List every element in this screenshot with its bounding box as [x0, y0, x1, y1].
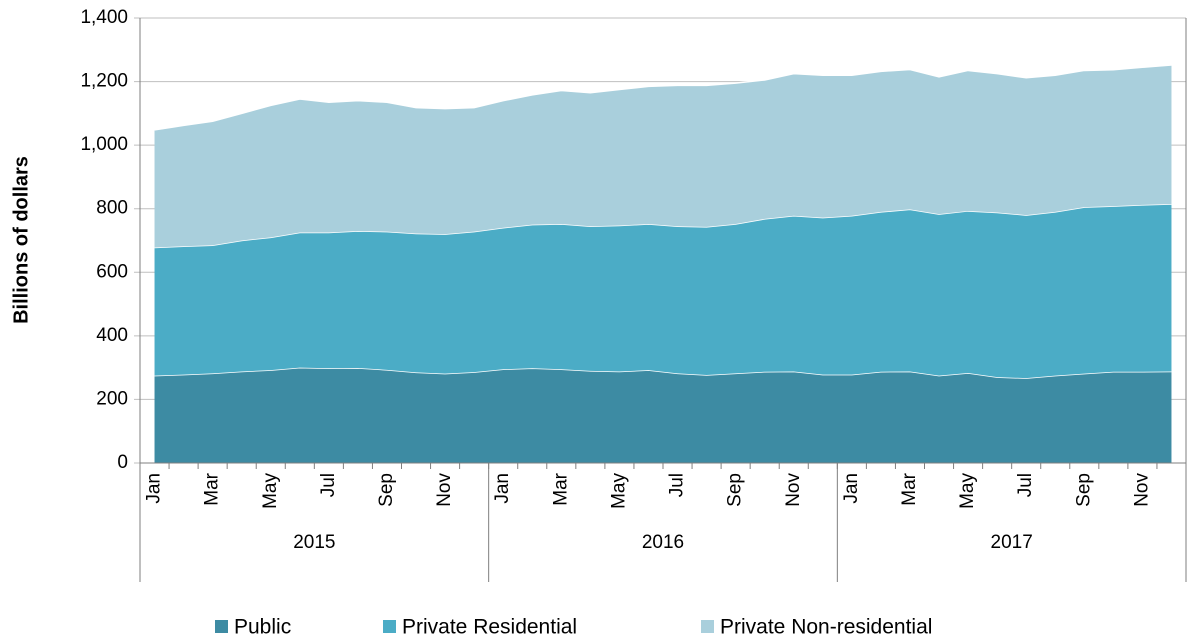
x-tick-label: Nov [1131, 473, 1152, 507]
x-tick-label: Nov [434, 473, 455, 507]
area [154, 367, 1172, 463]
y-tick-label: 600 [96, 261, 128, 282]
x-tick-label: Jan [492, 473, 513, 504]
legend-label: Private Residential [402, 616, 577, 639]
y-tick-label: 800 [96, 198, 128, 219]
area [154, 203, 1172, 379]
legend-swatch [215, 620, 228, 633]
legend-swatch [701, 620, 714, 633]
y-tick-label: 400 [96, 325, 128, 346]
legend-swatch [383, 620, 396, 633]
x-tick-label: Mar [550, 472, 571, 505]
area [154, 65, 1172, 248]
legend-label: Private Non-residential [720, 616, 932, 639]
y-tick-label: 0 [117, 452, 128, 473]
x-tick-label: Jul [318, 473, 339, 497]
x-tick-label: Jan [144, 473, 165, 504]
x-tick-label: Sep [1073, 473, 1094, 507]
x-tick-label: Sep [376, 473, 397, 507]
y-tick-label: 1,200 [80, 71, 128, 92]
x-tick-label: May [608, 473, 629, 509]
y-tick-label: 1,000 [80, 134, 128, 155]
y-axis-title: Billions of dollars [10, 156, 32, 324]
x-tick-label: Jan [841, 473, 862, 504]
x-tick-label: Mar [202, 472, 223, 505]
year-label: 2016 [642, 532, 684, 553]
year-label: 2017 [991, 532, 1033, 553]
x-tick-label: Jul [1015, 473, 1036, 497]
x-tick-label: Jul [667, 473, 688, 497]
x-tick-label: May [957, 473, 978, 509]
x-tick-label: May [260, 473, 281, 509]
x-tick-label: Nov [783, 473, 804, 507]
legend-label: Public [234, 616, 291, 639]
x-tick-label: Mar [899, 472, 920, 505]
y-tick-label: 200 [96, 388, 128, 409]
y-tick-label: 1,400 [80, 7, 128, 28]
x-tick-label: Sep [725, 473, 746, 507]
year-label: 2015 [293, 532, 335, 553]
area-edge [154, 64, 1172, 131]
